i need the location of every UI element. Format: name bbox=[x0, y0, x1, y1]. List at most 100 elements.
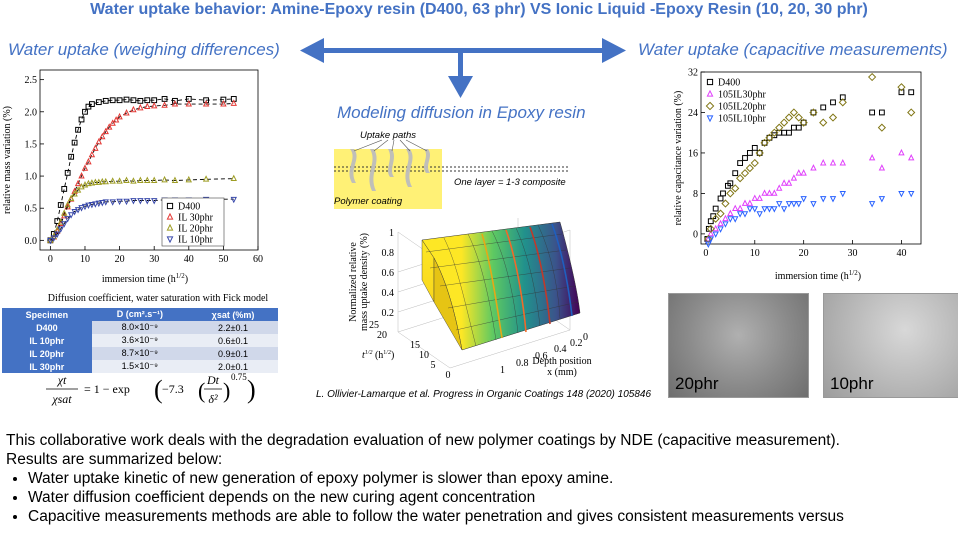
data-point bbox=[71, 190, 78, 197]
t-tick: 10 bbox=[419, 350, 429, 361]
data-point bbox=[47, 237, 54, 245]
data-point bbox=[710, 213, 717, 220]
data-point bbox=[109, 97, 116, 104]
pointer-line bbox=[353, 139, 383, 152]
data-point bbox=[877, 123, 886, 132]
data-point bbox=[908, 191, 915, 198]
data-point bbox=[81, 164, 89, 171]
z-axis-ticks: 0.2 0.4 0.6 0.8 1 bbox=[382, 228, 395, 319]
col-header-diffusion: D (cm².s⁻¹) bbox=[91, 308, 188, 321]
data-point bbox=[99, 132, 106, 140]
data-point bbox=[780, 118, 789, 127]
arrow-down-head-icon bbox=[448, 76, 473, 98]
x-depth-ticks: 0 0.2 0.4 0.6 0.8 1 bbox=[500, 332, 588, 376]
legend-marker bbox=[706, 78, 714, 86]
data-point bbox=[78, 205, 85, 212]
data-point bbox=[776, 184, 783, 191]
y-tick-label: 24 bbox=[688, 108, 698, 119]
plot-frame bbox=[700, 71, 922, 245]
formula-coefficient: −7.3 bbox=[162, 382, 184, 396]
data-point bbox=[71, 139, 78, 146]
data-point bbox=[771, 189, 778, 196]
z-tick: 1 bbox=[389, 228, 394, 239]
x-tick-label: 60 bbox=[253, 254, 263, 265]
t-tick: 25 bbox=[369, 320, 379, 331]
data-point bbox=[85, 202, 92, 210]
data-point bbox=[795, 169, 802, 176]
photo-label: 20phr bbox=[675, 374, 719, 393]
data-point bbox=[819, 118, 828, 127]
arrow-right-head-icon bbox=[602, 38, 626, 63]
data-point bbox=[74, 207, 82, 214]
data-point bbox=[727, 216, 734, 223]
table-caption: Diffusion coefficient, water saturation … bbox=[47, 293, 269, 304]
data-point bbox=[780, 179, 788, 186]
table-row: IL 30phr 1.5×10⁻⁹ 2.0±0.1 bbox=[2, 360, 278, 373]
formula-inner-numerator: Dt bbox=[206, 373, 220, 387]
data-point bbox=[123, 96, 130, 103]
y-tick-label: 32 bbox=[688, 68, 698, 79]
polymer-coating-label: Polymer coating bbox=[334, 196, 403, 207]
data-point bbox=[820, 104, 827, 111]
legend-marker bbox=[166, 223, 174, 231]
horizontal-arrow-shaft bbox=[320, 48, 610, 53]
data-point bbox=[92, 178, 99, 185]
cell-specimen: IL 30phr bbox=[2, 360, 92, 373]
x-tick: 0.6 bbox=[535, 351, 548, 362]
data-point bbox=[908, 153, 915, 161]
formula-rhs: = 1 − exp bbox=[84, 382, 130, 396]
data-point bbox=[75, 126, 81, 133]
data-point bbox=[116, 177, 123, 184]
paren-inner-close-icon: ) bbox=[223, 378, 230, 403]
capacitance-variation-chart: 0 10 20 30 40 0 8 16 24 32 D400105IL30phr105IL20p… bbox=[673, 68, 922, 282]
cell-specimen: IL 20phr bbox=[2, 347, 92, 360]
data-point bbox=[750, 158, 759, 168]
data-point bbox=[109, 177, 116, 184]
data-point bbox=[68, 153, 75, 160]
data-point bbox=[761, 189, 768, 196]
uptake-paths-label: Uptake paths bbox=[360, 130, 416, 141]
y-axis-label: relative mass variation (%) bbox=[2, 106, 13, 214]
t-axis-label: t1/2 (h1/2) bbox=[362, 350, 394, 361]
data-point bbox=[765, 133, 774, 142]
data-point bbox=[85, 179, 92, 187]
data-point bbox=[716, 209, 725, 218]
data-point bbox=[908, 89, 915, 96]
data-point bbox=[116, 198, 123, 206]
x-tick: 0 bbox=[583, 332, 588, 343]
diffusion-table: Specimen D (cm².s⁻¹) χsat (%m) D400 8.0×… bbox=[2, 308, 278, 373]
t-tick: 20 bbox=[377, 330, 387, 341]
x-tick-label: 40 bbox=[896, 248, 906, 259]
data-point bbox=[781, 129, 788, 136]
y-tick-label: 0.0 bbox=[25, 236, 38, 247]
table-row: IL 20phr 8.7×10⁻⁹ 0.9±0.1 bbox=[2, 347, 278, 360]
data-point bbox=[721, 199, 730, 208]
formula-inner-denominator: δ² bbox=[208, 392, 218, 406]
cell-diffusion: 3.6×10⁻⁹ bbox=[91, 334, 188, 347]
uptake-path-shape bbox=[388, 149, 394, 177]
plot-frame bbox=[39, 69, 259, 251]
x-depth-label-line2: x (mm) bbox=[547, 367, 577, 378]
data-point bbox=[731, 184, 740, 193]
data-point bbox=[88, 179, 96, 186]
data-point bbox=[92, 144, 99, 151]
y-tick-label: 1.5 bbox=[25, 139, 38, 150]
data-point bbox=[109, 119, 116, 126]
z-tick: 0.8 bbox=[382, 248, 395, 259]
page-title: Water uptake behavior: Amine-Epoxy resin… bbox=[90, 1, 868, 18]
legend-label: 105IL20phr bbox=[718, 102, 766, 113]
data-point bbox=[185, 100, 193, 107]
section-title-capacitive: Water uptake (capacitive measurements) bbox=[638, 40, 948, 59]
data-point bbox=[130, 97, 137, 104]
cell-saturation: 2.0±0.1 bbox=[188, 360, 278, 373]
data-point bbox=[230, 99, 237, 106]
data-point bbox=[829, 159, 837, 166]
x-tick-label: 10 bbox=[750, 248, 760, 259]
data-point bbox=[123, 109, 130, 116]
table-header-row: Specimen D (cm².s⁻¹) χsat (%m) bbox=[2, 308, 278, 321]
data-point bbox=[57, 219, 64, 227]
surface-front-wall bbox=[433, 257, 463, 351]
data-point bbox=[717, 226, 724, 233]
data-point bbox=[64, 200, 71, 208]
data-point bbox=[137, 176, 144, 183]
